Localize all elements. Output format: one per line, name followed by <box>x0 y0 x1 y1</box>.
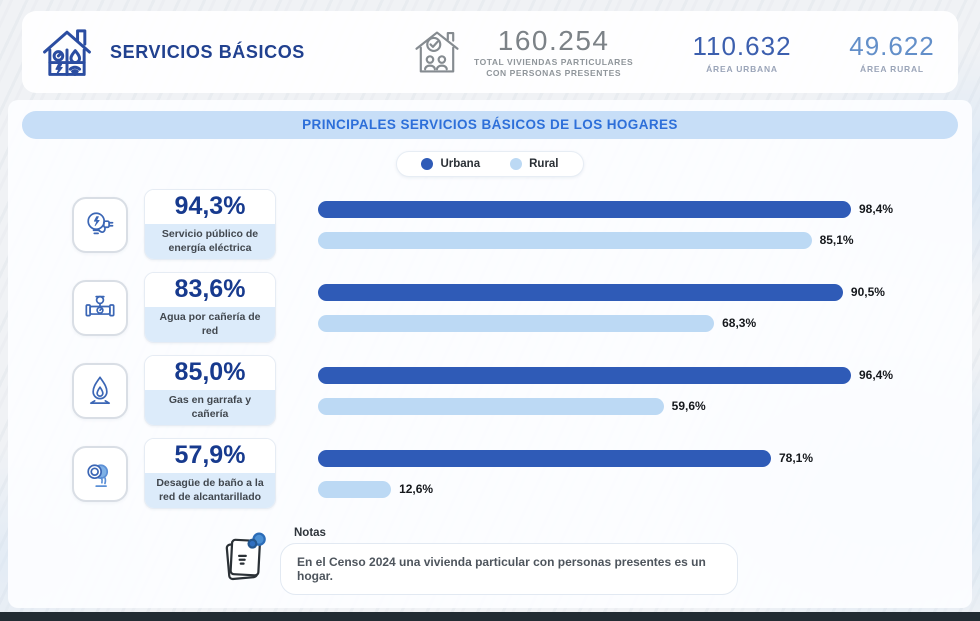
urbana-bar <box>318 366 851 384</box>
notes-section: Notas En el Censo 2024 una vivienda part… <box>220 527 972 595</box>
label-card-sewer: 57,9% Desagüe de baño a la red de alcant… <box>144 437 276 510</box>
total-percentage: 57,9% <box>145 438 275 473</box>
bar-line-urbana: 96,4% <box>318 366 972 384</box>
bar-group: 96,4% 59,6% <box>318 366 972 415</box>
bar-line-urbana: 98,4% <box>318 200 972 218</box>
sewer-drain-icon <box>72 445 128 502</box>
section-title: PRINCIPALES SERVICIOS BÁSICOS DE LOS HOG… <box>22 111 958 139</box>
rural-bar <box>318 480 392 498</box>
stat-total-dwellings: 160.254 TOTAL VIVIENDAS PARTICULARES CON… <box>410 11 633 93</box>
urban-area-value: 110.632 <box>692 30 792 61</box>
urbana-bar-value: 78,1% <box>778 451 813 465</box>
bar-line-rural: 12,6% <box>318 480 972 498</box>
bar-group: 78,1% 12,6% <box>318 449 972 498</box>
page-title: SERVICIOS BÁSICOS <box>110 41 305 62</box>
bar-line-urbana: 78,1% <box>318 449 972 467</box>
water-pipe-icon <box>72 279 128 336</box>
service-description: Desagüe de baño a la red de alcantarilla… <box>145 472 275 509</box>
total-dwellings-label-2: CON PERSONAS PRESENTES <box>486 68 622 78</box>
legend-rural-dot <box>510 158 523 170</box>
stat-rural-area: 49.622 ÁREA RURAL <box>822 11 962 93</box>
service-row-electricity: 94,3% Servicio público de energía eléctr… <box>8 183 972 266</box>
label-card-gas: 85,0% Gas en garrafa y cañería <box>144 354 276 427</box>
total-percentage: 94,3% <box>145 189 275 224</box>
urbana-bar <box>318 449 771 467</box>
total-percentage: 83,6% <box>145 272 275 307</box>
services-chart: 94,3% Servicio público de energía eléctr… <box>8 183 972 515</box>
service-description: Servicio público de energía eléctrica <box>145 223 275 260</box>
bar-line-rural: 68,3% <box>318 314 972 332</box>
main-panel: PRINCIPALES SERVICIOS BÁSICOS DE LOS HOG… <box>8 100 972 608</box>
service-description: Agua por cañería de red <box>145 306 275 343</box>
bar-line-rural: 85,1% <box>318 231 972 249</box>
service-row-water: 83,6% Agua por cañería de red 90,5% 68,3… <box>8 266 972 349</box>
rural-bar <box>318 314 715 332</box>
electricity-icon <box>72 196 128 253</box>
total-percentage: 85,0% <box>145 355 275 390</box>
notepad-icon <box>220 527 276 592</box>
rural-area-value: 49.622 <box>849 30 935 61</box>
urbana-bar-value: 98,4% <box>859 202 894 216</box>
urbana-bar-value: 90,5% <box>850 285 885 299</box>
rural-bar-value: 12,6% <box>399 482 434 496</box>
legend-urbana-dot <box>421 158 434 170</box>
bar-line-rural: 59,6% <box>318 397 972 415</box>
legend-rural-label: Rural <box>529 158 559 170</box>
brand: SERVICIOS BÁSICOS <box>34 11 305 93</box>
total-dwellings-label-1: TOTAL VIVIENDAS PARTICULARES <box>474 56 634 67</box>
urbana-bar <box>318 283 843 301</box>
header: SERVICIOS BÁSICOS 160.254 TOTAL VIVIENDA… <box>22 11 958 93</box>
legend-item-urbana: Urbana <box>421 158 480 170</box>
bar-group: 90,5% 68,3% <box>318 283 972 332</box>
service-row-gas: 85,0% Gas en garrafa y cañería 96,4% 59,… <box>8 349 972 432</box>
label-card-electricity: 94,3% Servicio público de energía eléctr… <box>144 188 276 261</box>
bar-group: 98,4% 85,1% <box>318 200 972 249</box>
rural-bar <box>318 397 664 415</box>
urbana-bar-value: 96,4% <box>859 368 894 382</box>
legend-item-rural: Rural <box>510 158 559 170</box>
notes-label: Notas <box>294 527 326 539</box>
urban-area-label: ÁREA URBANA <box>706 63 778 74</box>
notes-text: En el Censo 2024 una vivienda particular… <box>280 543 738 595</box>
notes-body: Notas En el Censo 2024 una vivienda part… <box>280 527 738 595</box>
rural-bar-value: 59,6% <box>671 399 706 413</box>
service-row-sewer: 57,9% Desagüe de baño a la red de alcant… <box>8 432 972 515</box>
rural-bar-value: 85,1% <box>819 233 854 247</box>
stat-urban-area: 110.632 ÁREA URBANA <box>667 11 817 93</box>
total-dwellings-value: 160.254 <box>497 24 610 56</box>
urbana-bar <box>318 200 851 218</box>
chart-legend: Urbana Rural <box>396 151 584 177</box>
rural-area-label: ÁREA RURAL <box>860 63 924 74</box>
label-card-water: 83,6% Agua por cañería de red <box>144 271 276 344</box>
total-dwellings-icon <box>415 31 459 73</box>
gas-flame-icon <box>72 362 128 419</box>
rural-bar-value: 68,3% <box>722 316 757 330</box>
footer-bar <box>0 612 980 621</box>
service-description: Gas en garrafa y cañería <box>145 389 275 426</box>
bar-line-urbana: 90,5% <box>318 283 972 301</box>
rural-bar <box>318 231 812 249</box>
services-house-logo-icon <box>43 29 91 76</box>
legend-urbana-label: Urbana <box>440 158 481 170</box>
